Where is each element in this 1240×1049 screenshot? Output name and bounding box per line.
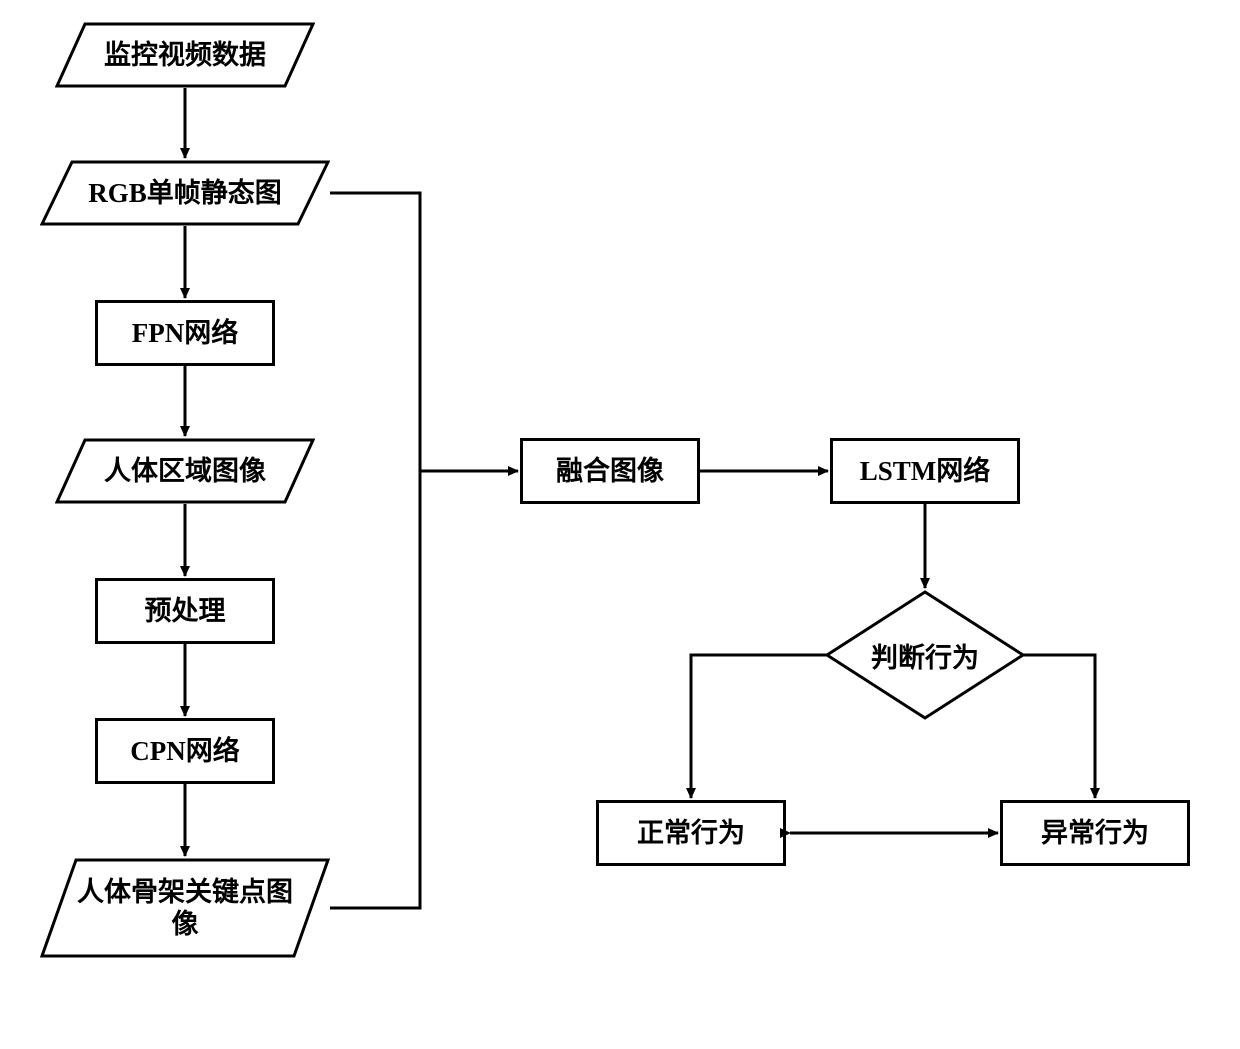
node-label: 监控视频数据 [55, 22, 315, 88]
node-label: 异常行为 [1041, 817, 1149, 849]
node-label: 融合图像 [556, 455, 664, 487]
node-监控视频数据: 监控视频数据 [55, 22, 315, 88]
node-LSTM网络: LSTM网络 [830, 438, 1020, 504]
node-FPN网络: FPN网络 [95, 300, 275, 366]
node-label: 人体骨架关键点图像 [40, 858, 330, 958]
node-label: CPN网络 [130, 735, 240, 767]
node-label: 判断行为 [825, 590, 1025, 720]
node-label: FPN网络 [132, 317, 238, 349]
node-label: 正常行为 [637, 817, 745, 849]
node-CPN网络: CPN网络 [95, 718, 275, 784]
node-正常行为: 正常行为 [596, 800, 786, 866]
node-label: LSTM网络 [860, 455, 991, 487]
node-异常行为: 异常行为 [1000, 800, 1190, 866]
node-label: RGB单帧静态图 [40, 160, 330, 226]
node-label: 人体区域图像 [55, 438, 315, 504]
node-人体区域图像: 人体区域图像 [55, 438, 315, 504]
node-RGB单帧静态图: RGB单帧静态图 [40, 160, 330, 226]
node-融合图像: 融合图像 [520, 438, 700, 504]
node-label: 预处理 [145, 595, 226, 627]
node-人体骨架关键点图像: 人体骨架关键点图像 [40, 858, 330, 958]
node-预处理: 预处理 [95, 578, 275, 644]
node-判断行为: 判断行为 [825, 590, 1025, 720]
